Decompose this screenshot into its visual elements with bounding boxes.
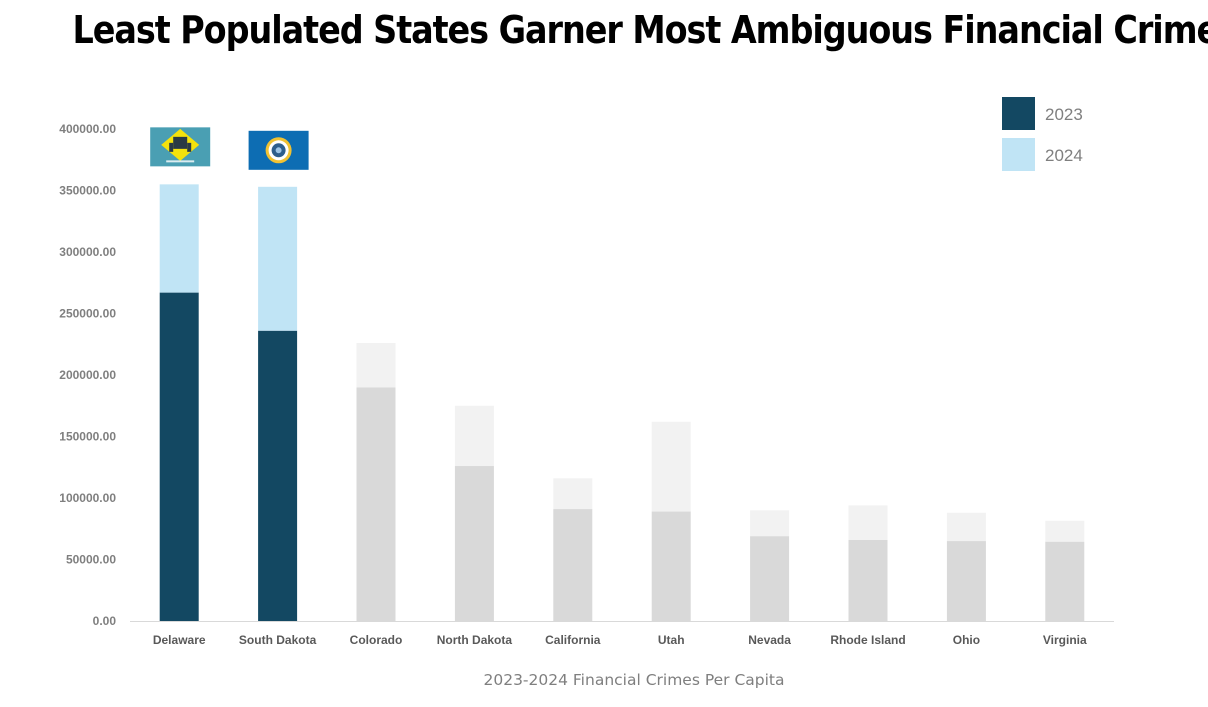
bar-2024-california	[553, 478, 593, 510]
x-tick-label: Ohio	[953, 633, 980, 647]
x-tick-label: Colorado	[350, 633, 403, 647]
bar-2023-utah	[651, 511, 691, 621]
x-tick-label: Utah	[658, 633, 685, 647]
bar-2024-rhode-island	[848, 505, 888, 540]
y-tick-label: 150000.00	[59, 430, 116, 444]
bar-2024-utah	[651, 421, 691, 512]
y-tick-label: 200000.00	[59, 368, 116, 382]
y-tick-label: 400000.00	[59, 122, 116, 136]
y-tick-label: 350000.00	[59, 184, 116, 198]
x-tick-label: Rhode Island	[830, 633, 905, 647]
legend-swatch-2024	[1002, 138, 1035, 171]
bar-2023-rhode-island	[848, 539, 888, 621]
bar-2024-nevada	[750, 510, 790, 537]
legend-label-2023: 2023	[1045, 105, 1083, 124]
bar-2024-ohio	[946, 512, 986, 542]
x-tick-label: Virginia	[1043, 633, 1087, 647]
bar-2024-north-dakota	[454, 405, 494, 467]
x-tick-label: South Dakota	[239, 633, 317, 647]
legend-label-2024: 2024	[1045, 146, 1083, 165]
south-dakota-flag-icon	[248, 130, 309, 170]
y-tick-label: 300000.00	[59, 245, 116, 259]
x-tick-label: Delaware	[153, 633, 206, 647]
bar-2023-north-dakota	[454, 466, 494, 621]
x-axis-label: 2023-2024 Financial Crimes Per Capita	[483, 671, 784, 689]
y-tick-label: 100000.00	[59, 491, 116, 505]
bar-2024-colorado	[356, 343, 396, 388]
delaware-flag-icon	[150, 127, 211, 167]
bar-2023-delaware	[159, 292, 199, 621]
bar-2023-colorado	[356, 387, 396, 621]
x-tick-label: California	[545, 633, 601, 647]
legend-swatch-2023	[1002, 97, 1035, 130]
x-tick-label: Nevada	[748, 633, 791, 647]
y-tick-label: 50000.00	[66, 553, 116, 567]
bar-2023-south-dakota	[258, 330, 298, 621]
chart-title: Least Populated States Garner Most Ambig…	[72, 8, 1208, 52]
bar-2024-virginia	[1045, 520, 1085, 542]
bar-2023-virginia	[1045, 541, 1085, 621]
bar-2024-delaware	[159, 184, 199, 293]
bar-2023-california	[553, 509, 593, 621]
x-tick-label: North Dakota	[437, 633, 513, 647]
y-tick-label: 250000.00	[59, 307, 116, 321]
y-tick-label: 0.00	[93, 614, 117, 628]
bar-2023-ohio	[946, 541, 986, 621]
bar-2023-nevada	[750, 536, 790, 621]
bar-2024-south-dakota	[258, 186, 298, 331]
